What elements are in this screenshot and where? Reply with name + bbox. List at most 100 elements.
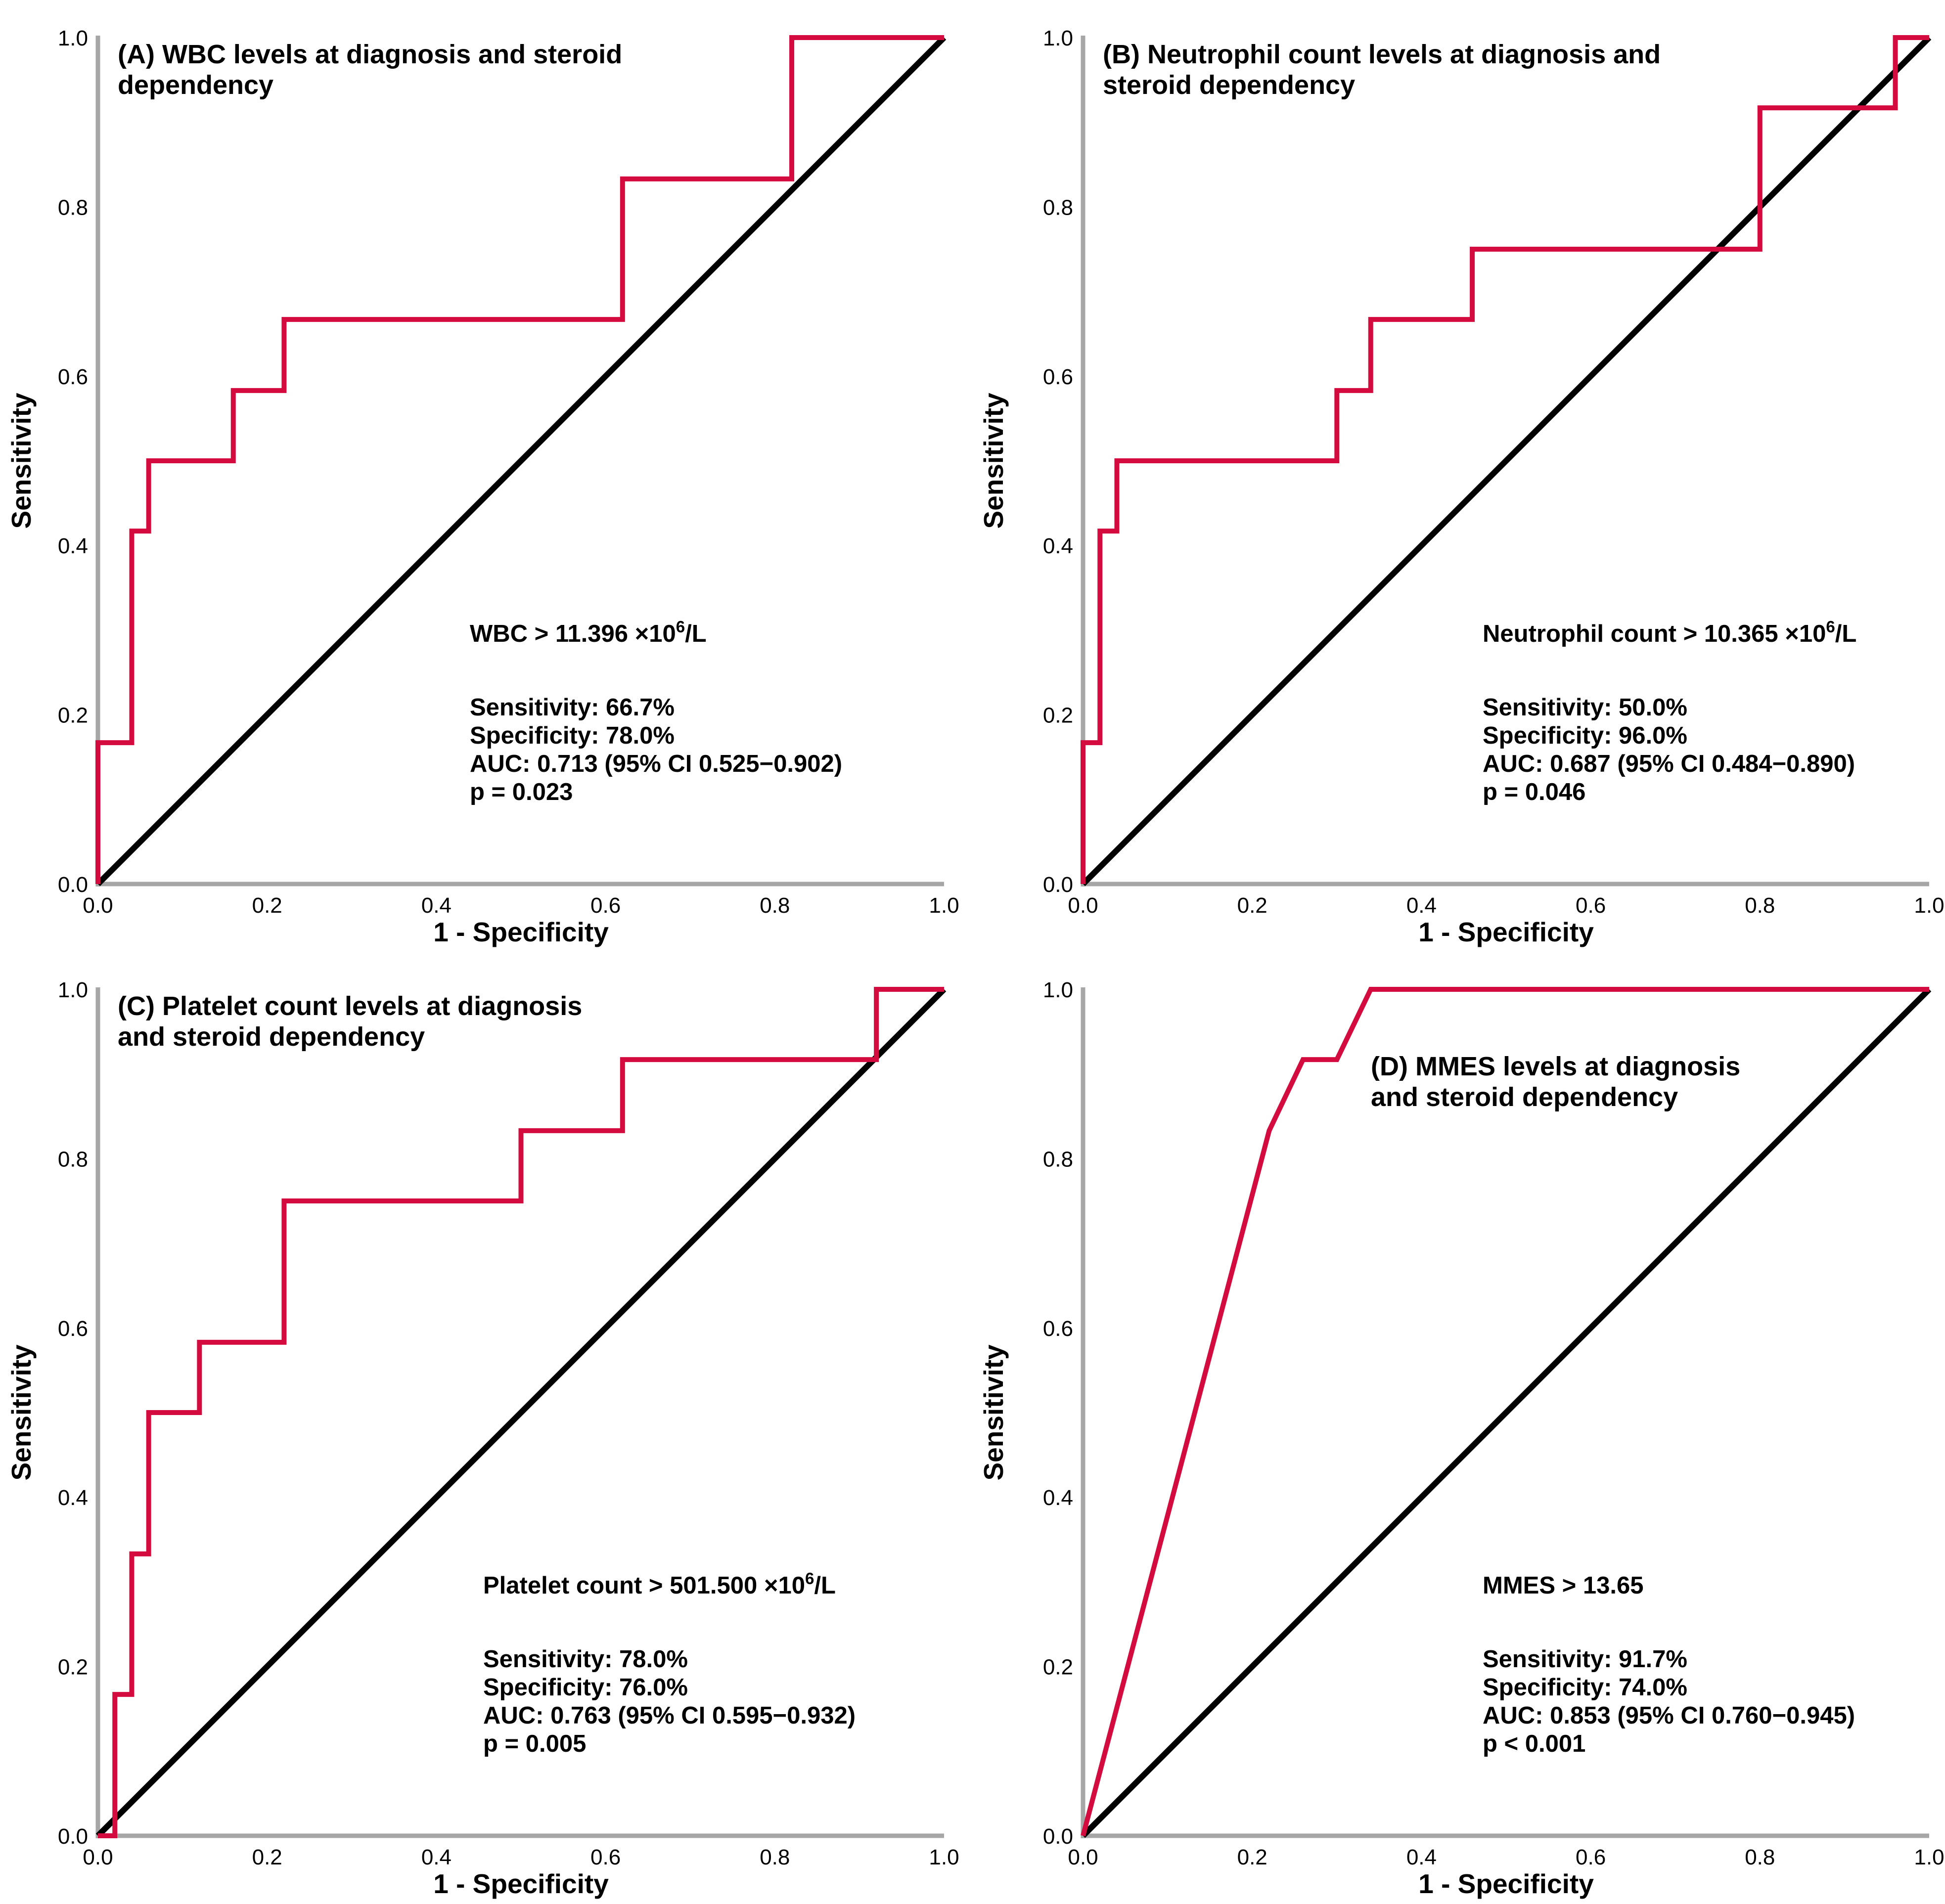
roc-curve <box>1081 35 1929 884</box>
y-tick-label: 1.0 <box>58 978 88 1002</box>
y-tick-label: 0.8 <box>1043 1147 1073 1171</box>
x-tick-label: 0.8 <box>760 1845 790 1869</box>
panel-title-line: and steroid dependency <box>118 1022 425 1052</box>
roc-curve <box>95 35 944 884</box>
y-tick-label: 0.8 <box>58 1147 88 1171</box>
stat-line: Sensitivity: 50.0% <box>1483 694 1687 721</box>
reference-line <box>95 987 947 1838</box>
roc-panel-d: 0.0 0.2 0.4 0.6 0.8 1.0 0.0 0.2 0.4 0.6 0.8 1.0 1 - … <box>972 952 1945 1904</box>
x-axis-title: 1 - Specificity <box>433 1868 609 1899</box>
roc-panel-a: 0.0 0.2 0.4 0.6 0.8 1.0 0.0 0.2 0.4 0.6 0.8 1.0 1 - … <box>0 0 972 952</box>
stat-line: Specificity: 78.0% <box>470 722 675 749</box>
stat-line: Specificity: 74.0% <box>1483 1674 1687 1701</box>
reference-line <box>95 35 947 886</box>
x-tick-label: 0.6 <box>1576 1845 1606 1869</box>
x-axis-title: 1 - Specificity <box>1418 1868 1594 1899</box>
cutoff-label: MMES > 13.65 <box>1483 1572 1643 1599</box>
y-tick-label: 0.4 <box>58 534 88 558</box>
x-axis-title: 1 - Specificity <box>1418 917 1594 947</box>
stat-line: AUC: 0.763 (95% CI 0.595−0.932) <box>483 1702 856 1729</box>
stat-line: p = 0.046 <box>1483 779 1585 805</box>
x-tick-label: 0.4 <box>1406 1845 1437 1869</box>
y-tick-label: 0.6 <box>58 1317 88 1341</box>
stat-line: AUC: 0.687 (95% CI 0.484−0.890) <box>1483 751 1855 777</box>
roc-panel-c: 0.0 0.2 0.4 0.6 0.8 1.0 0.0 0.2 0.4 0.6 0.8 1.0 1 - … <box>0 952 972 1904</box>
y-axis-title: Sensitivity <box>6 393 37 529</box>
x-tick-label: 0.2 <box>252 893 282 918</box>
x-tick-label: 0.2 <box>252 1845 282 1869</box>
y-tick-label: 0.0 <box>58 1824 88 1849</box>
x-axis-title: 1 - Specificity <box>433 917 609 947</box>
y-tick-label: 0.4 <box>1043 1486 1073 1510</box>
y-tick-label: 1.0 <box>1043 26 1073 50</box>
y-tick-label: 0.6 <box>1043 1317 1073 1341</box>
roc-panel-a-chart: 0.0 0.2 0.4 0.6 0.8 1.0 0.0 0.2 0.4 0.6 0.8 1.0 1 - … <box>6 26 959 947</box>
y-tick-label: 1.0 <box>58 26 88 50</box>
stat-line: AUC: 0.853 (95% CI 0.760−0.945) <box>1483 1702 1855 1729</box>
panel-title-line: (D) MMES levels at diagnosis <box>1371 1052 1740 1081</box>
x-tick-label: 0.8 <box>760 893 790 918</box>
panel-title-line: steroid dependency <box>1103 70 1355 100</box>
x-tick-label: 0.0 <box>83 893 113 918</box>
x-tick-label: 0.8 <box>1745 1845 1775 1869</box>
stat-line: AUC: 0.713 (95% CI 0.525−0.902) <box>470 751 842 777</box>
x-tick-label: 0.2 <box>1237 1845 1267 1869</box>
y-tick-label: 0.4 <box>58 1486 88 1510</box>
panel-title-line: (B) Neutrophil count levels at diagnosis… <box>1103 40 1661 69</box>
y-tick-label: 0.8 <box>1043 195 1073 220</box>
x-tick-label: 1.0 <box>929 893 959 918</box>
y-tick-label: 0.6 <box>58 365 88 389</box>
y-tick-label: 1.0 <box>1043 978 1073 1002</box>
stat-line: Sensitivity: 66.7% <box>470 694 675 721</box>
y-axis-title: Sensitivity <box>978 1344 1009 1481</box>
panel-title-line: (A) WBC levels at diagnosis and steroid <box>118 40 622 69</box>
x-tick-label: 0.0 <box>1068 1845 1098 1869</box>
roc-curve <box>98 987 944 1838</box>
panel-title-line: and steroid dependency <box>1371 1082 1678 1112</box>
roc-curve <box>1081 987 1929 1837</box>
x-tick-label: 0.4 <box>421 893 452 918</box>
x-tick-label: 0.2 <box>1237 893 1267 918</box>
stat-line: Sensitivity: 78.0% <box>483 1646 688 1673</box>
y-tick-label: 0.6 <box>1043 365 1073 389</box>
stat-line: p = 0.023 <box>470 779 573 805</box>
stat-line: Sensitivity: 91.7% <box>1483 1646 1687 1673</box>
roc-panel-c-chart: 0.0 0.2 0.4 0.6 0.8 1.0 0.0 0.2 0.4 0.6 0.8 1.0 1 - … <box>6 978 959 1899</box>
reference-line <box>1081 987 1932 1838</box>
panel-title-line: dependency <box>118 70 273 100</box>
x-tick-label: 0.0 <box>83 1845 113 1869</box>
y-tick-label: 0.0 <box>1043 873 1073 897</box>
x-tick-label: 1.0 <box>1914 893 1944 918</box>
roc-panel-b: 0.0 0.2 0.4 0.6 0.8 1.0 0.0 0.2 0.4 0.6 0.8 1.0 1 - … <box>972 0 1945 952</box>
x-tick-label: 0.6 <box>590 1845 621 1869</box>
x-tick-label: 0.6 <box>1576 893 1606 918</box>
x-tick-label: 1.0 <box>929 1845 959 1869</box>
y-axis-title: Sensitivity <box>978 393 1009 529</box>
panel-title-line: (C) Platelet count levels at diagnosis <box>118 991 582 1021</box>
x-tick-label: 0.4 <box>421 1845 452 1869</box>
stat-line: Specificity: 96.0% <box>1483 722 1687 749</box>
y-tick-label: 0.4 <box>1043 534 1073 558</box>
roc-panel-b-chart: 0.0 0.2 0.4 0.6 0.8 1.0 0.0 0.2 0.4 0.6 0.8 1.0 1 - … <box>978 26 1945 947</box>
y-axis-title: Sensitivity <box>6 1344 37 1481</box>
reference-line <box>1081 35 1932 886</box>
y-tick-label: 0.0 <box>1043 1824 1073 1849</box>
x-tick-label: 0.6 <box>590 893 621 918</box>
stat-line: p = 0.005 <box>483 1730 586 1757</box>
y-tick-label: 0.0 <box>58 873 88 897</box>
x-tick-label: 0.0 <box>1068 893 1098 918</box>
y-tick-label: 0.2 <box>1043 1655 1073 1680</box>
y-tick-label: 0.2 <box>58 704 88 728</box>
cutoff-label: WBC > 11.396 ×106/L <box>470 618 707 647</box>
x-tick-label: 1.0 <box>1914 1845 1944 1869</box>
y-tick-label: 0.8 <box>58 195 88 220</box>
stat-line: p < 0.001 <box>1483 1730 1585 1757</box>
y-tick-label: 0.2 <box>58 1655 88 1680</box>
cutoff-label: Neutrophil count > 10.365 ×106/L <box>1483 618 1856 647</box>
stat-line: Specificity: 76.0% <box>483 1674 688 1701</box>
x-tick-label: 0.8 <box>1745 893 1775 918</box>
x-tick-label: 0.4 <box>1406 893 1437 918</box>
y-tick-label: 0.2 <box>1043 704 1073 728</box>
cutoff-label: Platelet count > 501.500 ×106/L <box>483 1569 836 1599</box>
